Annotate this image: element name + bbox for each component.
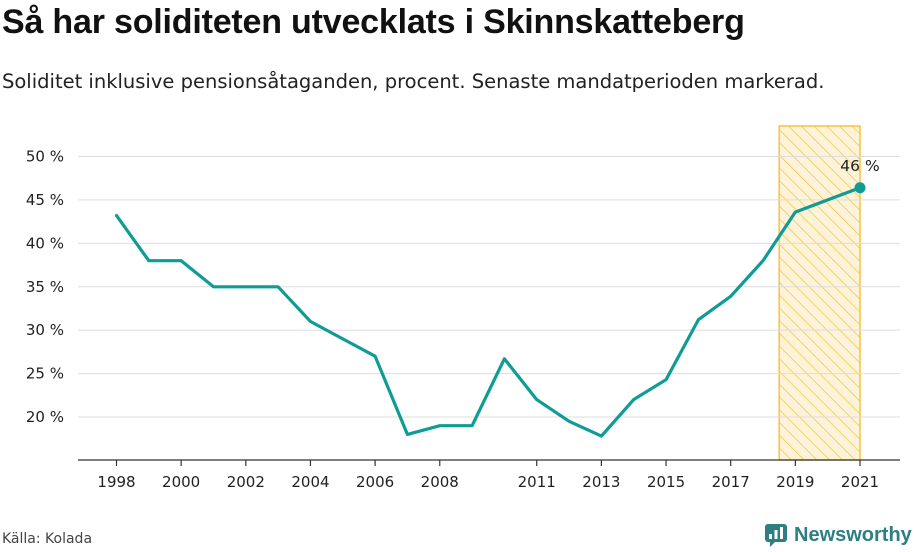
y-tick-label: 40 % <box>26 234 64 252</box>
x-tick-label: 2008 <box>421 473 459 491</box>
x-tick-label: 2013 <box>582 473 620 491</box>
x-tick-label: 2011 <box>518 473 556 491</box>
brand-logo[interactable]: Newsworthy <box>764 520 912 550</box>
y-tick-label: 45 % <box>26 191 64 209</box>
chart-title: Så har soliditeten utvecklats i Skinnska… <box>2 3 745 41</box>
y-tick-label: 25 % <box>26 365 64 383</box>
x-tick-label: 2019 <box>776 473 814 491</box>
x-tick-label: 1998 <box>97 473 135 491</box>
x-tick-label: 2006 <box>356 473 394 491</box>
y-tick-label: 30 % <box>26 321 64 339</box>
source-note: Källa: Kolada <box>2 531 93 547</box>
y-tick-label: 50 % <box>26 148 64 166</box>
brand-name: Newsworthy <box>794 523 912 546</box>
y-tick-label: 20 % <box>26 408 64 426</box>
x-tick-label: 2021 <box>841 473 879 491</box>
newsworthy-logo-icon <box>765 524 787 547</box>
x-tick-label: 2002 <box>227 473 265 491</box>
x-tick-label: 2017 <box>712 473 750 491</box>
end-value-label: 46 % <box>840 157 879 175</box>
data-line <box>114 186 862 438</box>
highlight-period <box>778 125 861 461</box>
end-point-marker <box>854 182 866 194</box>
chart-subtitle: Soliditet inklusive pensionsåtaganden, p… <box>2 70 825 93</box>
x-tick-label: 2015 <box>647 473 685 491</box>
y-tick-label: 35 % <box>26 278 64 296</box>
x-tick-label: 2000 <box>162 473 200 491</box>
x-tick-label: 2004 <box>291 473 329 491</box>
